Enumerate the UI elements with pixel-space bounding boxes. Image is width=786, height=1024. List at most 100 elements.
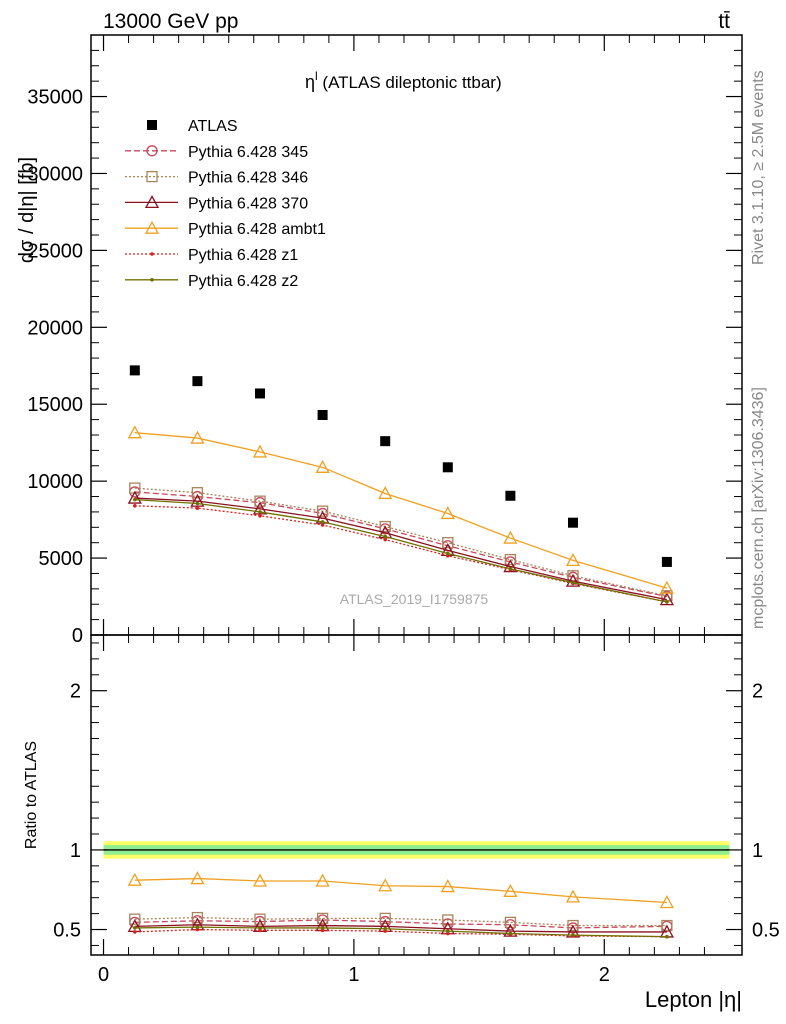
legend-label-3: Pythia 6.428 370 [188, 195, 308, 212]
main-series-2-point-4 [379, 520, 391, 533]
ratio-series-1-point-3 [316, 912, 329, 925]
ratio-series-5-point-0 [133, 926, 137, 930]
x-axis-label: Lepton |η| [645, 987, 742, 1012]
main-ytick-label-6: 30000 [27, 163, 83, 185]
main-ytick-label-7: 35000 [27, 87, 83, 109]
ratio-series-3-point-3 [315, 873, 330, 887]
xtick-label-1: 1 [348, 964, 359, 986]
ratio-frame [90, 634, 743, 956]
legend-label-6: Pythia 6.428 z2 [188, 273, 298, 290]
ratio-ytick-label-0: 0.5 [53, 920, 81, 942]
legend-marker-3 [144, 195, 160, 209]
main-series-2-point-5 [442, 537, 454, 549]
ratio-series-1-line [134, 916, 667, 927]
ratio-series-5-point-1 [195, 925, 200, 929]
main-series-4-point-8 [659, 580, 674, 594]
title-eta: η [305, 72, 315, 92]
main-series-4-point-0 [127, 425, 142, 439]
legend-label-0: ATLAS [188, 118, 238, 135]
ratio-series-2-point-6 [503, 923, 518, 937]
main-series-6-point-0 [133, 497, 137, 502]
ratio-series-layer [127, 871, 674, 939]
ratio-series-5 [133, 925, 669, 939]
main-series-3-point-0 [127, 490, 142, 504]
main-series-4 [127, 425, 674, 594]
legend-entry-1: Pythia 6.428 345 [125, 144, 308, 161]
ratio-series-1 [129, 911, 673, 932]
ratio-series-5-point-5 [445, 929, 450, 933]
main-series-layer [127, 365, 674, 606]
main-series-6-point-7 [571, 580, 575, 585]
main-title: ηl (ATLAS dileptonic ttbar) [305, 69, 502, 92]
main-series-3-point-2 [252, 501, 268, 515]
ratio-series-3-point-5 [440, 879, 455, 893]
main-series-2 [129, 482, 673, 602]
main-series-0-point-6 [505, 490, 516, 501]
ratio-panel: 0.5 0.5 1 1 2 2 0 1 2 Ratio to ATLAS Lepton |η| [23, 634, 780, 1012]
main-series-5-point-3 [320, 523, 325, 527]
legend-marker-6 [150, 278, 154, 282]
main-series-4-point-6 [503, 530, 518, 544]
legend-marker-4 [144, 220, 160, 234]
main-series-4-point-7 [565, 553, 581, 567]
ratio-series-3-point-7 [565, 889, 581, 903]
energy-label: 13000 GeV pp [103, 10, 238, 33]
main-series-3-point-8 [659, 592, 674, 606]
main-axis-ticks: 0 5000 10000 15000 20000 25000 30000 35000 [27, 35, 742, 647]
legend-entry-3: Pythia 6.428 370 [125, 195, 308, 212]
main-series-2-point-6 [504, 553, 517, 566]
main-series-0 [129, 365, 672, 567]
ratio-ytick-label-right-0: 0.5 [752, 920, 780, 942]
legend-entry-4: Pythia 6.428 ambt1 [125, 220, 326, 238]
ratio-ytick-label-2: 2 [70, 681, 81, 703]
main-series-5-point-4 [383, 537, 388, 542]
main-ytick-label-1: 5000 [39, 548, 84, 570]
ratio-series-3-point-6 [503, 883, 518, 897]
main-series-5-point-0 [133, 503, 137, 508]
main-series-2-point-2 [254, 495, 266, 507]
main-series-4-point-5 [440, 506, 455, 520]
ratio-series-1-point-0 [129, 913, 141, 925]
rivet-label: Rivet 3.1.10, ≥ 2.5M events [750, 70, 767, 265]
main-series-3-point-7 [565, 573, 581, 587]
main-series-6-point-8 [665, 600, 669, 604]
ratio-series-1-point-7 [567, 919, 579, 932]
main-series-6-point-4 [383, 534, 388, 539]
ratio-series-5-point-7 [571, 933, 575, 937]
ratio-series-3-point-0 [127, 872, 142, 886]
main-ytick-label-0: 0 [72, 625, 83, 647]
ratio-reference-band [103, 841, 730, 859]
main-series-5-line [134, 505, 668, 603]
main-series-0-point-4 [380, 436, 391, 447]
ratio-series-5-point-6 [508, 931, 513, 936]
ratio-ytick-label-right-1: 1 [752, 840, 763, 862]
main-series-4-line [134, 432, 668, 589]
ratio-series-1-point-2 [254, 913, 266, 925]
ratio-series-4-line [134, 928, 667, 938]
ratio-ytick-label-1: 1 [70, 840, 81, 862]
legend-marker-1 [146, 145, 158, 157]
main-series-4-point-1 [190, 430, 205, 444]
main-series-2-point-1 [191, 487, 204, 499]
ratio-series-5-point-8 [665, 934, 669, 939]
legend-marker-2 [146, 170, 158, 183]
main-series-3 [127, 490, 674, 606]
main-series-5-point-2 [258, 513, 262, 518]
main-ytick-label-5: 25000 [27, 240, 83, 262]
legend-entry-2: Pythia 6.428 346 [125, 170, 308, 187]
main-panel: 0 5000 10000 15000 20000 25000 30000 35000 ATLA… [16, 34, 743, 647]
process-label: tt̄ [718, 10, 730, 33]
analysis-watermark: ATLAS_2019_I1759875 [340, 591, 489, 607]
main-series-5-point-1 [195, 506, 200, 510]
ratio-series-5-point-3 [320, 926, 325, 930]
ratio-series-3-point-4 [378, 878, 393, 892]
main-series-3-point-6 [503, 559, 518, 573]
main-series-0-point-3 [317, 410, 328, 420]
xtick-label-0: 0 [98, 964, 109, 986]
legend-label-5: Pythia 6.428 z1 [188, 247, 298, 264]
main-series-6-point-3 [320, 520, 325, 524]
ratio-series-1-point-1 [191, 911, 204, 924]
legend-entry-0: ATLAS [147, 118, 238, 135]
main-series-0-point-5 [442, 462, 453, 473]
